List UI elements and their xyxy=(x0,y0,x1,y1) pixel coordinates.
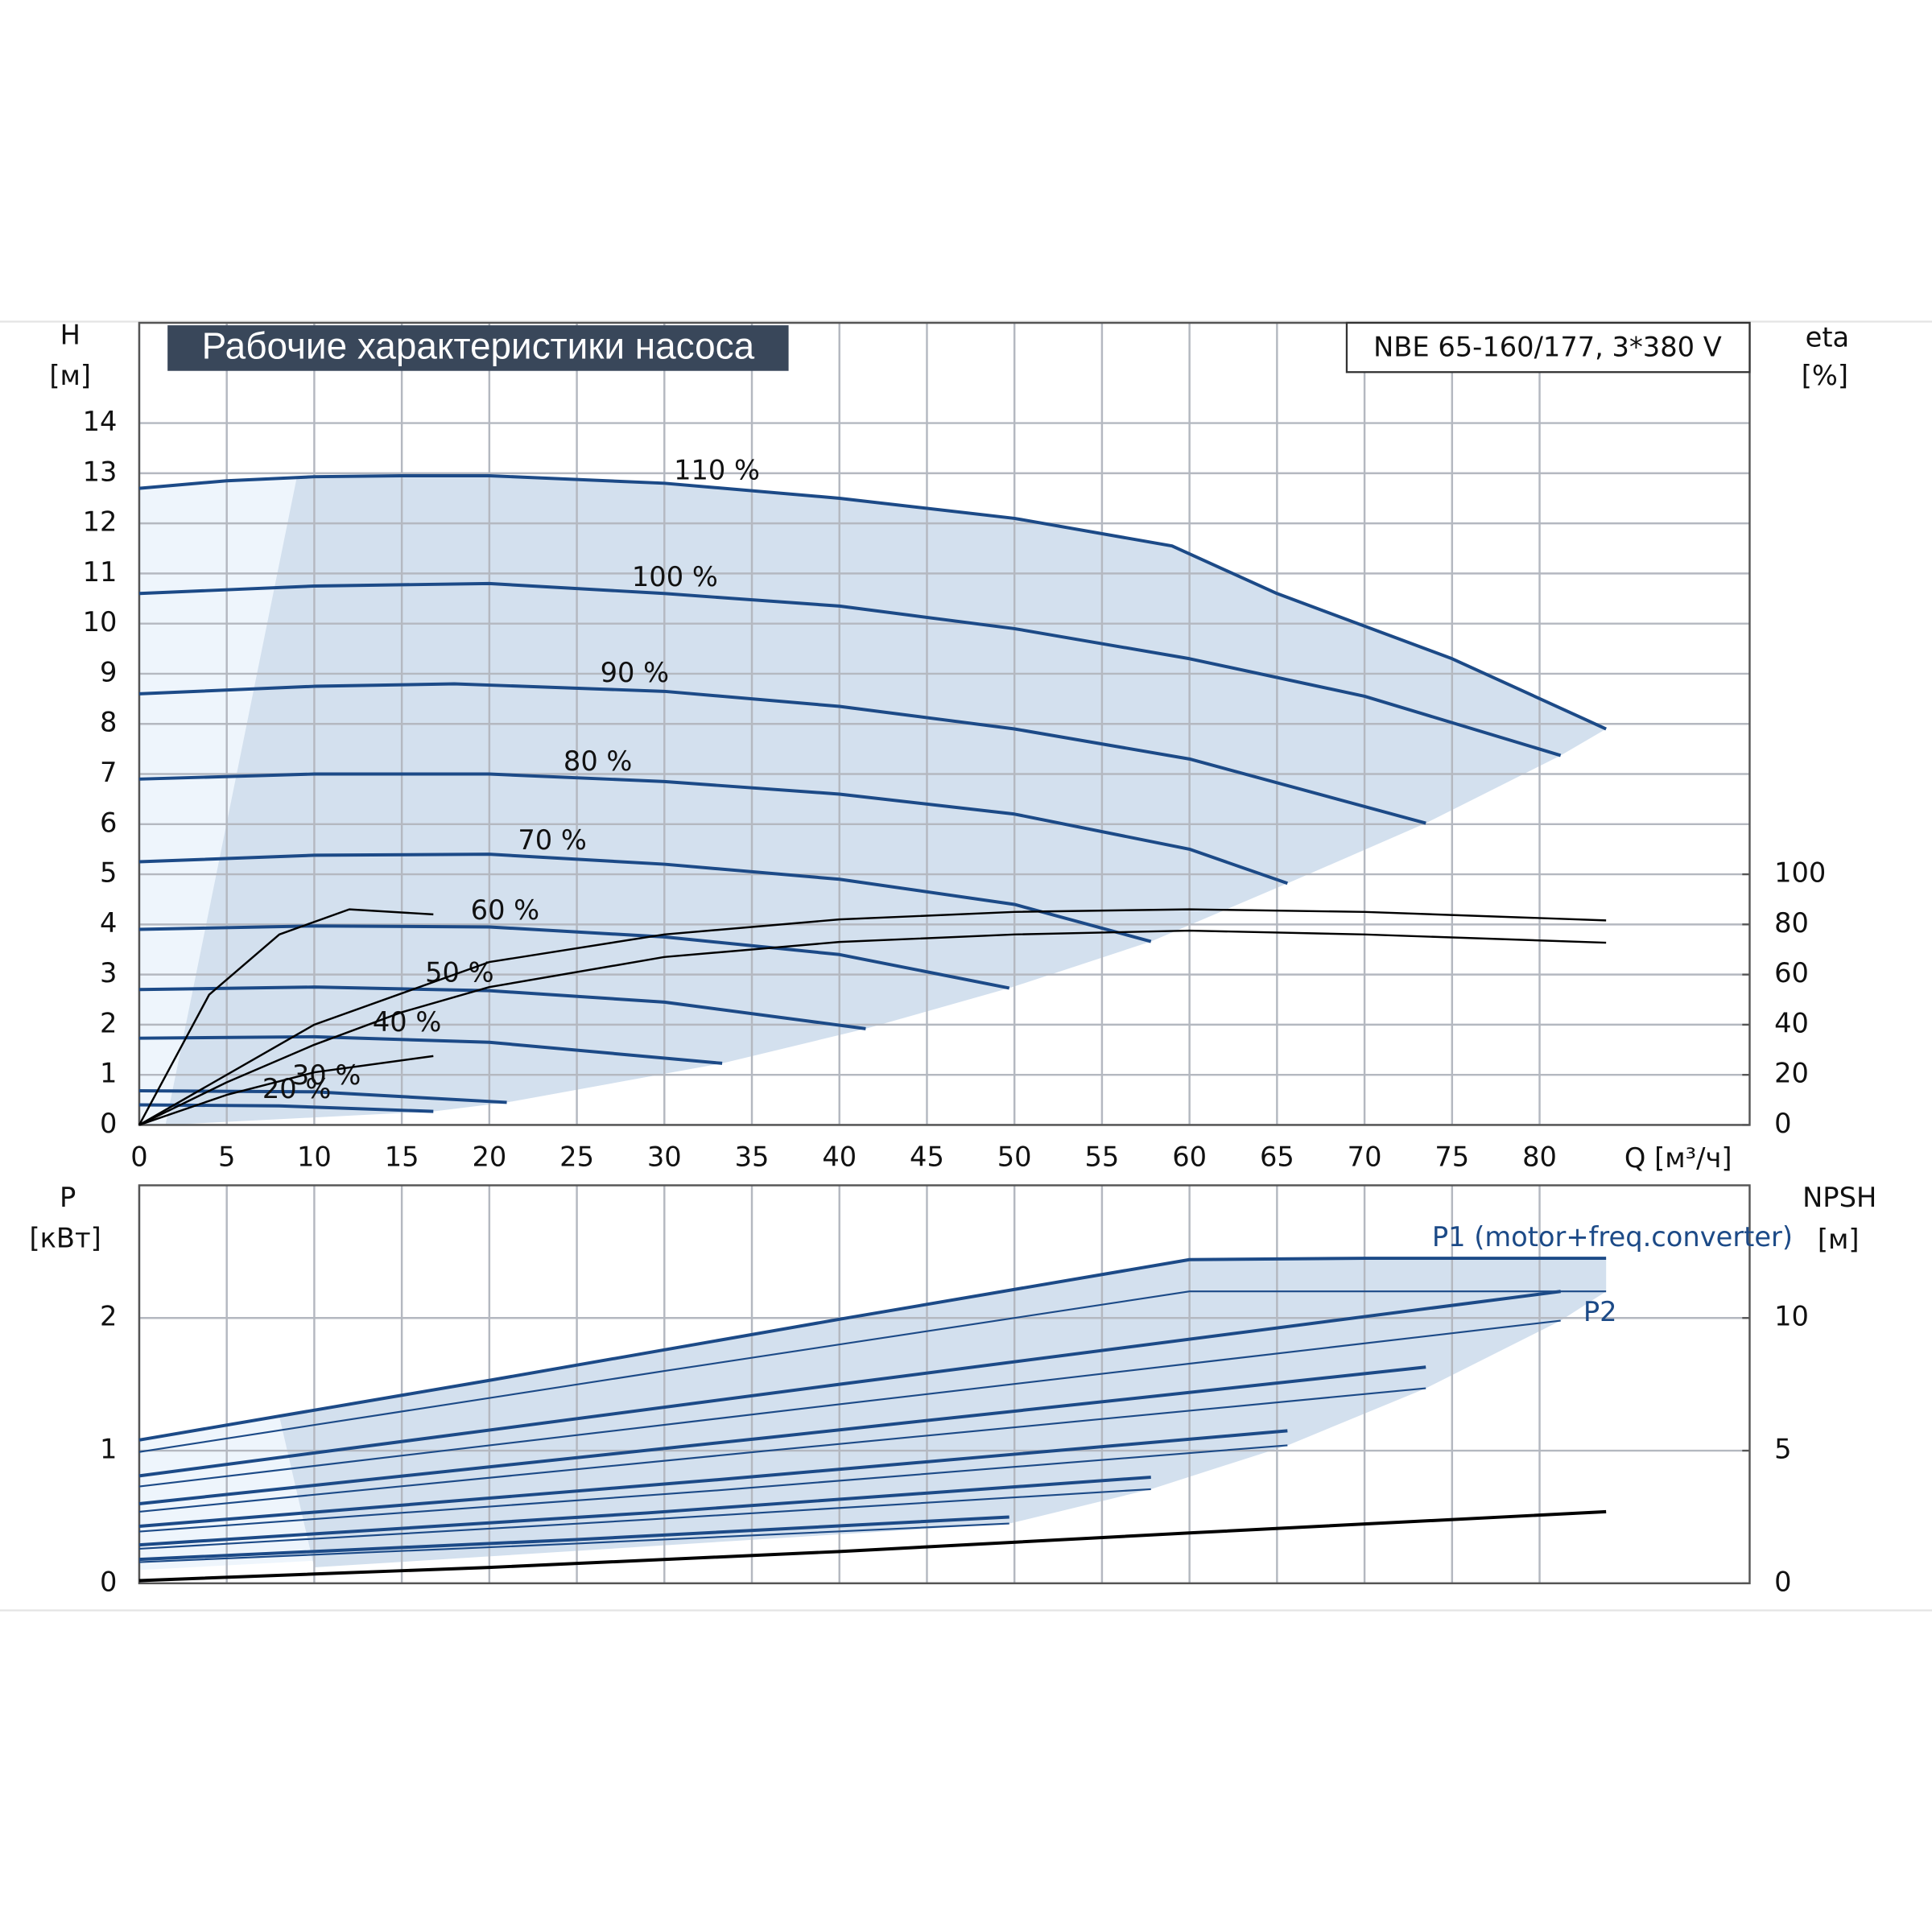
curve xyxy=(138,1515,1009,1562)
x-tick-label: 45 xyxy=(910,1141,944,1172)
y2-tick-label: 100 xyxy=(1774,857,1826,889)
y-axis-label: H xyxy=(60,319,80,350)
efficiency-curve xyxy=(138,929,1607,1126)
curve-label: 70 % xyxy=(518,824,587,856)
y2-tick-label: 0 xyxy=(1774,1566,1791,1597)
y-tick-label: 0 xyxy=(100,1566,117,1597)
chart-title: Рабочие характеристики насоса xyxy=(202,324,755,366)
curve xyxy=(138,1290,1607,1453)
curve-label: P2 xyxy=(1583,1296,1617,1327)
curve xyxy=(138,1290,1561,1478)
curve xyxy=(138,1476,1151,1547)
curve-label: 90 % xyxy=(601,657,670,688)
x-tick-label: 55 xyxy=(1085,1141,1120,1172)
curve xyxy=(138,772,1288,886)
x-tick-label: 50 xyxy=(997,1141,1032,1172)
y2-tick-label: 5 xyxy=(1774,1434,1791,1465)
x-tick-label: 25 xyxy=(559,1141,594,1172)
y-axis-label: P xyxy=(60,1182,76,1213)
y2-axis-unit: [м] xyxy=(1818,1224,1860,1255)
curve-label: 20 % xyxy=(262,1073,332,1104)
y2-tick-label: 40 xyxy=(1774,1007,1809,1038)
x-axis-label: Q [м³/ч] xyxy=(1624,1142,1732,1174)
curve-label: 110 % xyxy=(674,455,760,486)
curve xyxy=(138,1522,1009,1563)
curve xyxy=(138,985,866,1030)
y2-tick-label: 80 xyxy=(1774,907,1809,939)
efficiency-curve xyxy=(138,1509,1607,1583)
y-tick-label: 4 xyxy=(100,907,117,939)
x-tick-label: 15 xyxy=(385,1141,419,1172)
model-label: NBE 65-160/177, 3*380 V xyxy=(1373,332,1722,363)
curve xyxy=(138,682,1426,825)
y-tick-label: 1 xyxy=(100,1434,117,1465)
efficiency-curve xyxy=(138,908,1607,1126)
curve xyxy=(138,1488,1151,1550)
y2-tick-label: 60 xyxy=(1774,957,1809,989)
y2-tick-label: 10 xyxy=(1774,1301,1809,1332)
curve xyxy=(138,1444,1288,1533)
y2-axis-unit: [%] xyxy=(1802,360,1848,391)
x-tick-label: 35 xyxy=(735,1141,770,1172)
plot-frame xyxy=(138,321,1751,1126)
y-tick-label: 3 xyxy=(100,957,117,989)
y-tick-label: 8 xyxy=(100,707,117,738)
x-tick-label: 5 xyxy=(218,1141,235,1172)
y-tick-label: 13 xyxy=(83,456,118,487)
operating-area xyxy=(279,1258,1607,1568)
curve-label: 100 % xyxy=(632,561,718,592)
curve-label: P1 (motor+freq.converter) xyxy=(1432,1221,1793,1253)
x-tick-label: 40 xyxy=(822,1141,857,1172)
x-tick-label: 65 xyxy=(1260,1141,1294,1172)
curve-label: 80 % xyxy=(564,745,633,777)
curve xyxy=(138,1319,1561,1488)
y-tick-label: 2 xyxy=(100,1007,117,1038)
y2-tick-label: 20 xyxy=(1774,1058,1809,1089)
curve xyxy=(138,1103,434,1113)
x-tick-label: 20 xyxy=(472,1141,506,1172)
y-tick-label: 5 xyxy=(100,857,117,889)
curve xyxy=(138,852,1152,943)
y-tick-label: 7 xyxy=(100,757,117,788)
efficiency-curve xyxy=(138,908,434,1126)
curve xyxy=(138,473,1607,731)
y-tick-label: 1 xyxy=(100,1058,117,1089)
curve xyxy=(138,1034,723,1065)
y-tick-label: 12 xyxy=(83,506,118,538)
y-axis-unit: [кВт] xyxy=(29,1222,101,1253)
y2-tick-label: 0 xyxy=(1774,1108,1791,1139)
x-tick-label: 10 xyxy=(297,1141,332,1172)
plot-frame xyxy=(138,1184,1751,1585)
x-tick-label: 60 xyxy=(1172,1141,1207,1172)
curve-label: 60 % xyxy=(471,894,540,926)
y-tick-label: 14 xyxy=(83,406,118,437)
model-box xyxy=(1345,321,1751,374)
x-tick-label: 0 xyxy=(130,1141,147,1172)
y-tick-label: 2 xyxy=(100,1301,117,1332)
y-tick-label: 6 xyxy=(100,807,117,838)
y-tick-label: 10 xyxy=(83,606,118,638)
curve xyxy=(138,1387,1426,1513)
y-tick-label: 11 xyxy=(83,556,118,588)
title-box xyxy=(167,325,789,371)
x-tick-label: 75 xyxy=(1435,1141,1469,1172)
x-tick-label: 70 xyxy=(1348,1141,1382,1172)
y-axis-unit: [м] xyxy=(49,360,91,391)
curve xyxy=(138,924,1010,990)
efficiency-curve xyxy=(138,1055,434,1126)
curve xyxy=(138,581,1562,758)
y2-axis-label: eta xyxy=(1806,321,1850,353)
y2-axis-label: NPSH xyxy=(1802,1182,1876,1213)
curve xyxy=(138,1365,1426,1505)
y-tick-label: 9 xyxy=(100,656,117,687)
curve xyxy=(138,1257,1607,1442)
x-tick-label: 30 xyxy=(647,1141,682,1172)
x-tick-label: 80 xyxy=(1522,1141,1557,1172)
curve xyxy=(138,1429,1288,1528)
y-tick-label: 0 xyxy=(100,1108,117,1139)
